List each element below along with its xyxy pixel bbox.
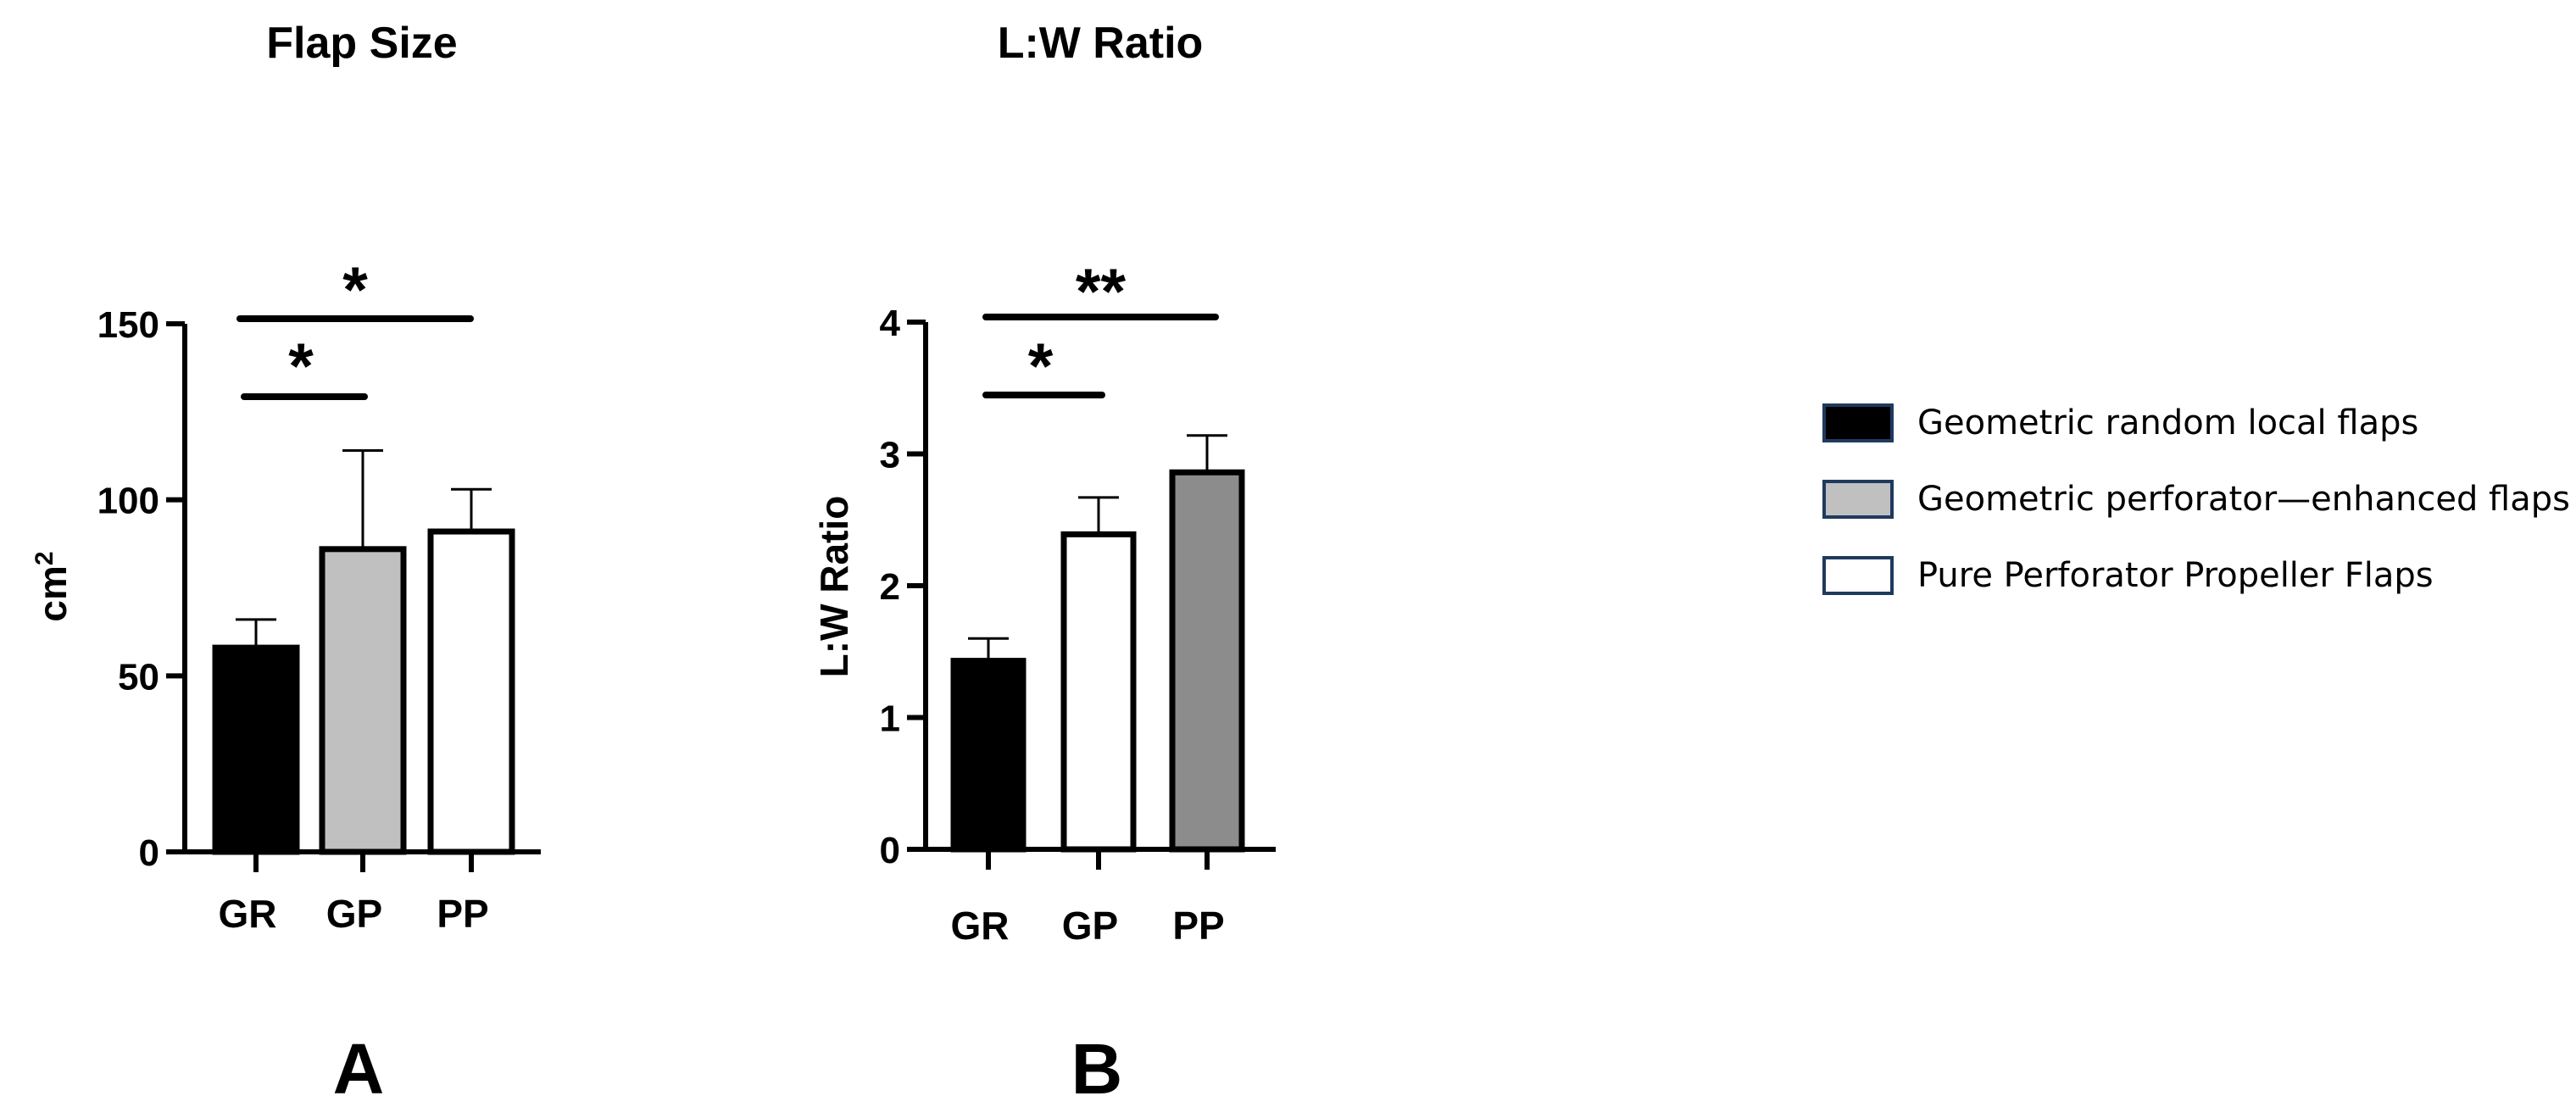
y-tick-label: 2 [880,566,900,608]
x-tick-label-gp: GP [326,892,382,936]
y-tick-label: 3 [880,435,900,476]
legend: Geometric random local flaps Geometric pe… [1822,403,2570,595]
bar-gp [319,546,407,855]
x-tick-label-gp: GP [1062,904,1118,948]
legend-label: Geometric perforator—enhanced flaps [1917,480,2570,519]
y-tick-label: 4 [880,303,901,344]
y-tick-label: 150 [97,304,159,346]
significance-marker: * [342,254,368,326]
legend-swatch [1822,556,1894,595]
significance-marker: ** [1076,256,1127,328]
y-axis-label: cm2 [31,551,75,621]
y-tick-label: 0 [139,832,159,874]
bar-pp [427,528,515,855]
chart-title: L:W Ratio [998,19,1204,68]
x-tick-label-pp: PP [437,892,488,936]
y-tick-label: 100 [97,481,159,522]
y-axis-label: L:W Ratio [812,496,856,678]
bar-gp [1060,531,1137,853]
panel-label: A [333,1029,385,1107]
panel-label: B [1071,1029,1123,1107]
legend-label: Pure Perforator Propeller Flaps [1917,556,2434,595]
significance-marker: * [1028,331,1054,403]
x-tick-label-pp: PP [1172,904,1224,948]
y-tick-label: 50 [118,656,159,698]
legend-swatch [1822,403,1894,442]
y-tick-label: 1 [880,698,900,740]
significance-marker: * [288,331,314,403]
bar-pp [1169,469,1245,853]
y-tick-label: 0 [880,830,900,871]
x-tick-label-gr: GR [219,892,277,936]
bar-gr [212,644,300,855]
chart-title: Flap Size [266,19,457,68]
bar-gr [950,658,1027,853]
panel-a: Flap Size cm2 0 50 100 150 GR GP PP * * A [31,19,541,1107]
y-axis-label-superscript: 2 [31,551,58,565]
x-tick-label-gr: GR [951,904,1010,948]
legend-swatch [1822,480,1894,519]
legend-label: Geometric random local flaps [1917,403,2418,442]
